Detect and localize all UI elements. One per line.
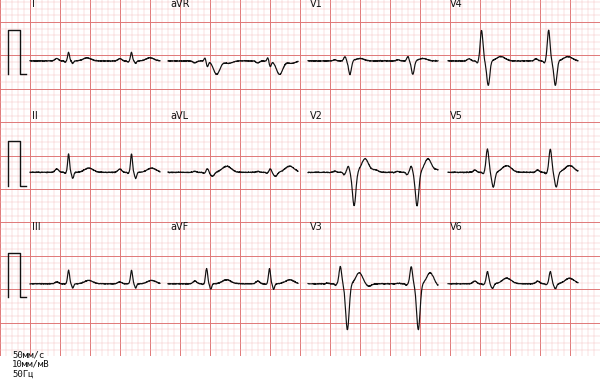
Text: III: III bbox=[32, 222, 41, 232]
Text: I: I bbox=[32, 0, 35, 10]
Text: aVL: aVL bbox=[170, 111, 188, 121]
Text: aVR: aVR bbox=[170, 0, 190, 10]
Text: 50мм/с: 50мм/с bbox=[12, 350, 44, 359]
Text: 50Гц: 50Гц bbox=[12, 370, 34, 378]
Text: II: II bbox=[32, 111, 38, 121]
Text: V3: V3 bbox=[310, 222, 323, 232]
Text: V4: V4 bbox=[450, 0, 463, 10]
Text: V2: V2 bbox=[310, 111, 323, 121]
Text: V5: V5 bbox=[450, 111, 463, 121]
Text: 10мм/мВ: 10мм/мВ bbox=[12, 360, 50, 369]
Text: V6: V6 bbox=[450, 222, 463, 232]
Text: aVF: aVF bbox=[170, 222, 188, 232]
Text: V1: V1 bbox=[310, 0, 323, 10]
